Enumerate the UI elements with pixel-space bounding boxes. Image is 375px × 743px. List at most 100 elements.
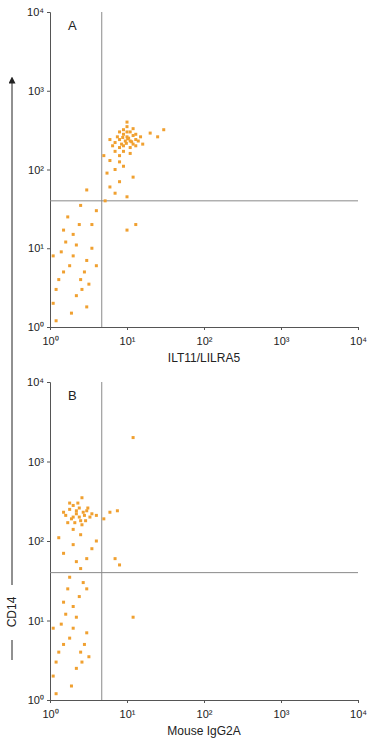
y-tick-label: 10² bbox=[28, 164, 44, 176]
point bbox=[72, 543, 75, 546]
x-axis: 10⁰10¹10²10³10⁴ bbox=[42, 327, 367, 347]
y-tick-label: 10¹ bbox=[28, 242, 44, 254]
point bbox=[114, 141, 117, 144]
point bbox=[129, 130, 132, 133]
y-axis-line bbox=[47, 383, 51, 701]
point bbox=[90, 547, 93, 550]
x-tick: 10² bbox=[197, 700, 213, 720]
point bbox=[62, 601, 65, 604]
point bbox=[116, 135, 119, 138]
y-tick-label: 10³ bbox=[28, 85, 44, 97]
x-tick-mark bbox=[281, 327, 282, 330]
point bbox=[83, 643, 86, 646]
x-tick-label: 10⁴ bbox=[350, 335, 367, 347]
y-axis: 10⁰10¹10²10³10⁴ bbox=[27, 376, 50, 706]
point bbox=[57, 278, 60, 281]
point bbox=[118, 160, 121, 163]
y-tick: 10⁴ bbox=[27, 6, 50, 18]
x-tick: 10² bbox=[197, 327, 213, 347]
point bbox=[82, 511, 85, 514]
point bbox=[64, 514, 67, 517]
point bbox=[79, 533, 82, 536]
point bbox=[102, 517, 105, 520]
point bbox=[129, 152, 132, 155]
point bbox=[126, 229, 129, 232]
panel-label: B bbox=[68, 388, 77, 403]
point bbox=[79, 651, 82, 654]
y-tick: 10⁰ bbox=[28, 694, 50, 706]
point bbox=[85, 509, 88, 512]
point bbox=[126, 121, 129, 124]
point bbox=[78, 516, 81, 519]
point bbox=[66, 521, 69, 524]
point bbox=[68, 637, 71, 640]
point bbox=[85, 631, 88, 634]
y-arrow bbox=[12, 80, 13, 585]
point bbox=[102, 154, 105, 157]
point bbox=[118, 130, 121, 133]
panel-label: A bbox=[68, 18, 77, 33]
y-tick-label: 10⁰ bbox=[28, 694, 44, 706]
point bbox=[72, 504, 75, 507]
y-tick: 10³ bbox=[28, 456, 50, 468]
point bbox=[118, 563, 121, 566]
y-tick-mark bbox=[47, 248, 50, 249]
x-tick-mark bbox=[127, 700, 128, 703]
point bbox=[118, 154, 121, 157]
point bbox=[108, 511, 111, 514]
y-tick-mark bbox=[47, 382, 50, 383]
point bbox=[73, 521, 76, 524]
x-tick-mark bbox=[127, 327, 128, 330]
point bbox=[55, 319, 58, 322]
y-axis-line bbox=[47, 13, 51, 328]
y-tick-mark bbox=[47, 462, 50, 463]
point bbox=[114, 192, 117, 195]
x-tick: 10⁴ bbox=[350, 327, 367, 347]
point bbox=[95, 514, 98, 517]
y-tick-mark bbox=[47, 170, 50, 171]
point bbox=[78, 507, 81, 510]
point bbox=[122, 150, 125, 153]
point bbox=[55, 692, 58, 695]
x-tick-label: 10³ bbox=[274, 335, 290, 347]
x-axis-line bbox=[51, 328, 359, 331]
y-tick: 10² bbox=[28, 164, 50, 176]
point bbox=[139, 135, 142, 138]
x-axis-title: ILT11/LILRA5 bbox=[168, 351, 241, 365]
point bbox=[90, 247, 93, 250]
y-tick-mark bbox=[47, 12, 50, 13]
point bbox=[80, 288, 83, 291]
quadrant-line bbox=[50, 200, 358, 201]
point bbox=[85, 587, 88, 590]
point bbox=[78, 595, 81, 598]
quadrant-line bbox=[101, 382, 102, 700]
y-tick-mark bbox=[47, 700, 50, 701]
point bbox=[66, 215, 69, 218]
point bbox=[66, 587, 69, 590]
quadrant-line bbox=[101, 12, 102, 327]
point bbox=[122, 165, 125, 168]
x-tick-label: 10¹ bbox=[120, 708, 136, 720]
y-tick: 10³ bbox=[28, 85, 50, 97]
point bbox=[79, 567, 82, 570]
point bbox=[134, 144, 137, 147]
y-tick: 10¹ bbox=[28, 242, 50, 254]
y-tick-mark bbox=[47, 541, 50, 542]
point bbox=[88, 516, 91, 519]
point bbox=[132, 436, 135, 439]
point bbox=[118, 180, 121, 183]
point bbox=[57, 536, 60, 539]
point bbox=[95, 540, 98, 543]
x-tick-label: 10⁰ bbox=[42, 708, 58, 720]
point bbox=[90, 223, 93, 226]
point bbox=[68, 502, 71, 505]
point bbox=[132, 616, 135, 619]
point bbox=[122, 128, 125, 131]
point bbox=[132, 127, 135, 130]
point bbox=[125, 142, 128, 145]
y-tick-label: 10⁰ bbox=[28, 321, 44, 333]
point bbox=[130, 140, 133, 143]
point bbox=[149, 132, 152, 135]
point bbox=[75, 509, 78, 512]
point bbox=[162, 128, 165, 131]
